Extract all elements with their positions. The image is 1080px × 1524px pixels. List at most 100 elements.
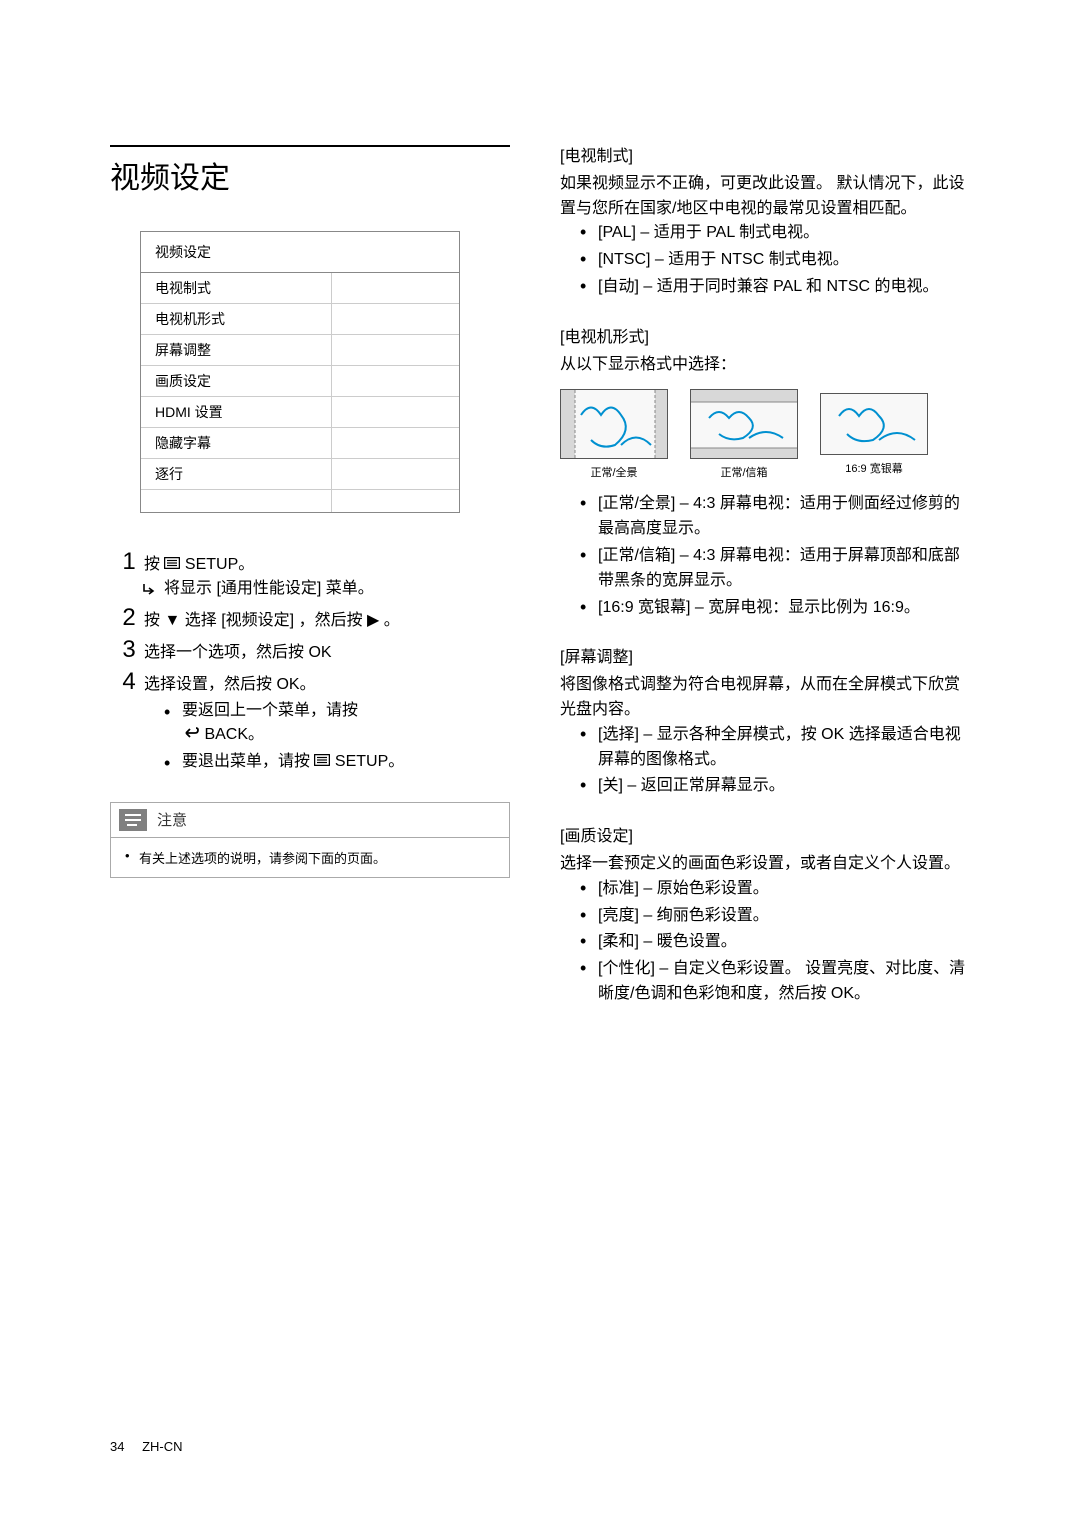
option-key: [选择] [598, 726, 639, 743]
settings-menu-box: 视频设定 电视制式 电视机形式 屏幕调整 画质设定 HDMI 设置 隐藏字幕 逐… [140, 231, 460, 513]
step-result: 将显示 [通用性能设定] 菜单。 [144, 577, 510, 601]
menu-item-label: 逐行 [141, 459, 332, 489]
step-number: 2 [114, 605, 144, 631]
section-tv-shape: [电视机形式] 从以下显示格式中选择： 正常/全景 [560, 326, 970, 621]
menu-row: 逐行 [141, 459, 459, 490]
section-picture: [画质设定] 选择一套预定义的画面色彩设置，或者自定义个人设置。 [标准] – … [560, 825, 970, 1007]
option-item: [个性化] – 自定义色彩设置。 设置亮度、对比度、清晰度/色调和色彩饱和度，然… [580, 957, 970, 1007]
step-text: 选择一个选项，然后按 OK [144, 637, 510, 665]
page-lang: ZH-CN [142, 1439, 182, 1454]
option-val: – 返回正常屏幕显示。 [623, 777, 785, 794]
step-text: SETUP。 [185, 556, 254, 573]
step-number: 4 [114, 669, 144, 695]
option-val: – 适用于 NTSC 制式电视。 [650, 251, 848, 268]
tv-shape-diagrams: 正常/全景 正常/信箱 [560, 389, 970, 482]
option-item: [柔和] – 暖色设置。 [580, 930, 970, 955]
step-text: 选择设置，然后按 OK。 [144, 676, 316, 693]
setup-icon [314, 750, 330, 774]
option-key: [16:9 宽银幕] [598, 599, 690, 616]
menu-header: 视频设定 [141, 232, 459, 273]
section-heading: [屏幕调整] [560, 646, 970, 671]
option-item: [关] – 返回正常屏幕显示。 [580, 774, 970, 799]
section-body: 从以下显示格式中选择： [560, 353, 970, 378]
option-key: [柔和] [598, 933, 639, 950]
option-key: [亮度] [598, 907, 639, 924]
menu-row: 电视制式 [141, 273, 459, 304]
tv-shape-widescreen: 16:9 宽银幕 [820, 389, 928, 482]
option-val: – 适用于同时兼容 PAL 和 NTSC 的电视。 [639, 278, 939, 295]
option-val: – 绚丽色彩设置。 [639, 907, 769, 924]
option-key: [自动] [598, 278, 639, 295]
letterbox-icon [691, 390, 798, 459]
menu-item-label: 隐藏字幕 [141, 428, 332, 458]
sub-text: SETUP。 [335, 753, 404, 770]
option-item: [选择] – 显示各种全屏模式，按 OK 选择最适合电视屏幕的图像格式。 [580, 723, 970, 773]
sub-text: 要返回上一个菜单，请按 [182, 702, 358, 719]
menu-item-label: HDMI 设置 [141, 397, 332, 427]
setup-icon [164, 553, 180, 577]
option-item: [亮度] – 绚丽色彩设置。 [580, 904, 970, 929]
section-heading: [电视制式] [560, 145, 970, 170]
step-text: [视频设定] [221, 612, 294, 629]
option-key: [标准] [598, 880, 639, 897]
sub-text: BACK。 [204, 727, 264, 744]
shape-label: 正常/信箱 [690, 465, 798, 482]
step-3: 3 选择一个选项，然后按 OK [114, 637, 510, 665]
option-key: [正常/全景] [598, 495, 675, 512]
section-heading: [画质设定] [560, 825, 970, 850]
sub-item: 要返回上一个菜单，请按 BACK。 [164, 699, 510, 747]
right-column: [电视制式] 如果视频显示不正确，可更改此设置。 默认情况下，此设置与您所在国家… [560, 145, 970, 1033]
menu-row: 电视机形式 [141, 304, 459, 335]
panscan-icon [561, 390, 668, 459]
tv-shape-letterbox: 正常/信箱 [690, 389, 798, 482]
tv-shape-panscan: 正常/全景 [560, 389, 668, 482]
menu-row: HDMI 设置 [141, 397, 459, 428]
sub-text: 要退出菜单，请按 [182, 753, 314, 770]
section-body: 选择一套预定义的画面色彩设置，或者自定义个人设置。 [560, 852, 970, 877]
step-text: ，然后按 [299, 612, 367, 629]
section-body: 如果视频显示不正确，可更改此设置。 默认情况下，此设置与您所在国家/地区中电视的… [560, 172, 970, 222]
menu-item-label: 画质设定 [141, 366, 332, 396]
sub-item: 要退出菜单，请按 SETUP。 [164, 750, 510, 774]
section-screen-fit: [屏幕调整] 将图像格式调整为符合电视屏幕，从而在全屏模式下欣赏光盘内容。 [选… [560, 646, 970, 799]
option-item: [NTSC] – 适用于 NTSC 制式电视。 [580, 248, 970, 273]
step-number: 1 [114, 549, 144, 575]
option-key: [NTSC] [598, 251, 650, 268]
option-item: [标准] – 原始色彩设置。 [580, 877, 970, 902]
menu-item-label: 电视制式 [141, 273, 332, 303]
page-title: 视频设定 [110, 145, 510, 207]
option-val: – 原始色彩设置。 [639, 880, 769, 897]
step-text: 选择 [185, 612, 221, 629]
page-footer: 34 ZH-CN [110, 1439, 183, 1454]
right-arrow-icon: ▶ [367, 609, 379, 633]
option-key: [正常/信箱] [598, 547, 675, 564]
option-item: [正常/信箱] – 4:3 屏幕电视：适用于屏幕顶部和底部带黑条的宽屏显示。 [580, 544, 970, 594]
result-arrow-icon [142, 581, 158, 605]
step-1: 1 按 SETUP。 将显示 [通用性能设定] 菜单。 [114, 549, 510, 601]
section-body: 将图像格式调整为符合电视屏幕，从而在全屏模式下欣赏光盘内容。 [560, 673, 970, 723]
section-tv-system: [电视制式] 如果视频显示不正确，可更改此设置。 默认情况下，此设置与您所在国家… [560, 145, 970, 300]
left-column: 视频设定 视频设定 电视制式 电视机形式 屏幕调整 画质设定 HDMI 设置 隐… [110, 145, 510, 1033]
page-number: 34 [110, 1439, 124, 1454]
shape-label: 16:9 宽银幕 [820, 461, 928, 478]
menu-row: 隐藏字幕 [141, 428, 459, 459]
menu-item-label: 屏幕调整 [141, 335, 332, 365]
option-val: – 显示各种全屏模式，按 OK 选择最适合电视屏幕的图像格式。 [598, 726, 961, 768]
option-val: – 宽屏电视：显示比例为 16:9。 [690, 599, 919, 616]
shape-label: 正常/全景 [560, 465, 668, 482]
note-box: 注意 有关上述选项的说明，请参阅下面的页面。 [110, 802, 510, 878]
option-item: [正常/全景] – 4:3 屏幕电视：适用于侧面经过修剪的最高高度显示。 [580, 492, 970, 542]
option-item: [PAL] – 适用于 PAL 制式电视。 [580, 221, 970, 246]
option-val: – 适用于 PAL 制式电视。 [636, 224, 819, 241]
option-item: [16:9 宽银幕] – 宽屏电视：显示比例为 16:9。 [580, 596, 970, 621]
menu-row: 画质设定 [141, 366, 459, 397]
down-arrow-icon: ▼ [164, 609, 180, 633]
menu-row [141, 490, 459, 512]
option-val: – 暖色设置。 [639, 933, 737, 950]
note-title: 注意 [157, 809, 187, 830]
option-key: [个性化] [598, 960, 655, 977]
step-text: 按 [144, 556, 164, 573]
menu-row: 屏幕调整 [141, 335, 459, 366]
option-item: [自动] – 适用于同时兼容 PAL 和 NTSC 的电视。 [580, 275, 970, 300]
back-icon [182, 723, 200, 747]
